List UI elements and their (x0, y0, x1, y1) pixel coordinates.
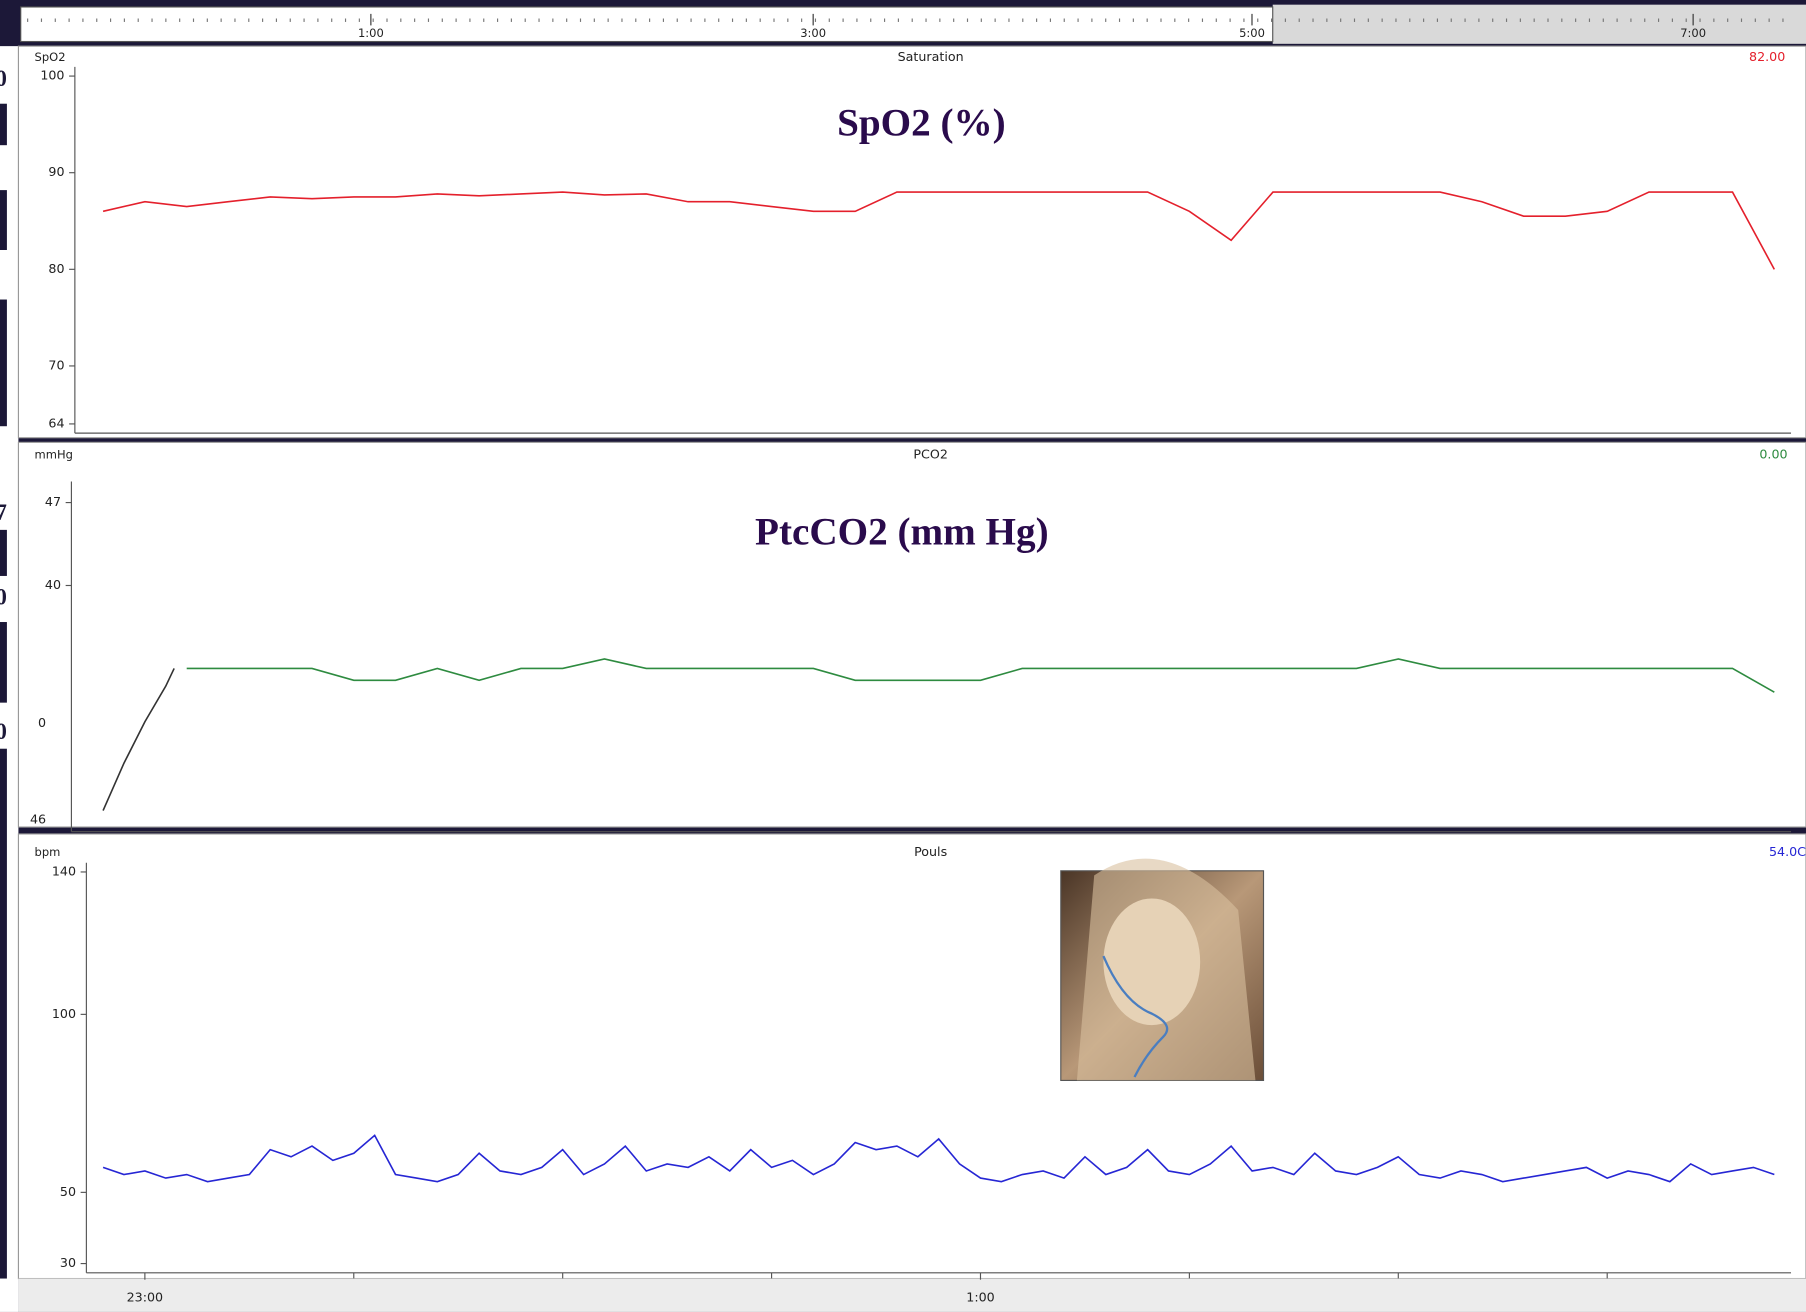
y-tick-label: 64 (48, 415, 64, 430)
left-fragment: 0 (0, 718, 7, 744)
left-fragment: 0 (0, 65, 7, 91)
time-axis-band (18, 1278, 1806, 1312)
chart-title: PtcCO2 (mm Hg) (755, 511, 1049, 554)
overview-label: 7:00 (1680, 26, 1706, 40)
panel-heading: PCO2 (913, 447, 947, 462)
panel-pco2 (17, 441, 1806, 828)
overview-label: 1:00 (358, 26, 384, 40)
y-axis-label: bpm (35, 845, 61, 859)
panel-pulse (17, 833, 1806, 1280)
x-tick-label: 1:00 (966, 1290, 994, 1305)
panel-heading: Pouls (914, 844, 947, 859)
y-axis-label: SpO2 (35, 50, 66, 64)
overview-window[interactable] (20, 6, 1274, 43)
overview-label: 5:00 (1239, 26, 1265, 40)
trace (102, 668, 175, 811)
y-tick-label: 70 (48, 357, 64, 372)
trace (102, 1134, 1775, 1183)
y-tick-label: 100 (52, 1006, 76, 1021)
axis-fragment: 0 (38, 715, 46, 730)
y-tick-label: 50 (60, 1184, 76, 1199)
patient-photo (1060, 858, 1265, 1082)
overview-rest (1272, 4, 1806, 44)
chart-title: SpO2 (%) (837, 102, 1006, 145)
panel-heading: Saturation (898, 49, 964, 64)
readout: 82.00 (1749, 49, 1785, 64)
overview-label: 3:00 (800, 26, 826, 40)
y-tick-label: 47 (45, 494, 61, 509)
left-fragment: 0 (0, 583, 7, 609)
y-tick-label: 30 (60, 1255, 76, 1270)
readout: 54.0C (1769, 844, 1806, 859)
y-tick-label: 80 (48, 261, 64, 276)
y-tick-label: 40 (45, 577, 61, 592)
y-tick-label: 100 (40, 68, 64, 83)
x-tick-label: 23:00 (127, 1290, 163, 1305)
trace (186, 658, 1775, 693)
axis-fragment: 46 (30, 812, 46, 827)
y-axis-label: mmHg (35, 448, 73, 462)
left-fragment: 7 (0, 499, 7, 525)
left-strip (0, 46, 19, 1312)
y-tick-label: 140 (52, 863, 76, 878)
y-tick-label: 90 (48, 164, 64, 179)
trace (102, 191, 1776, 270)
readout: 0.00 (1759, 447, 1787, 462)
panel-saturation (17, 45, 1806, 439)
